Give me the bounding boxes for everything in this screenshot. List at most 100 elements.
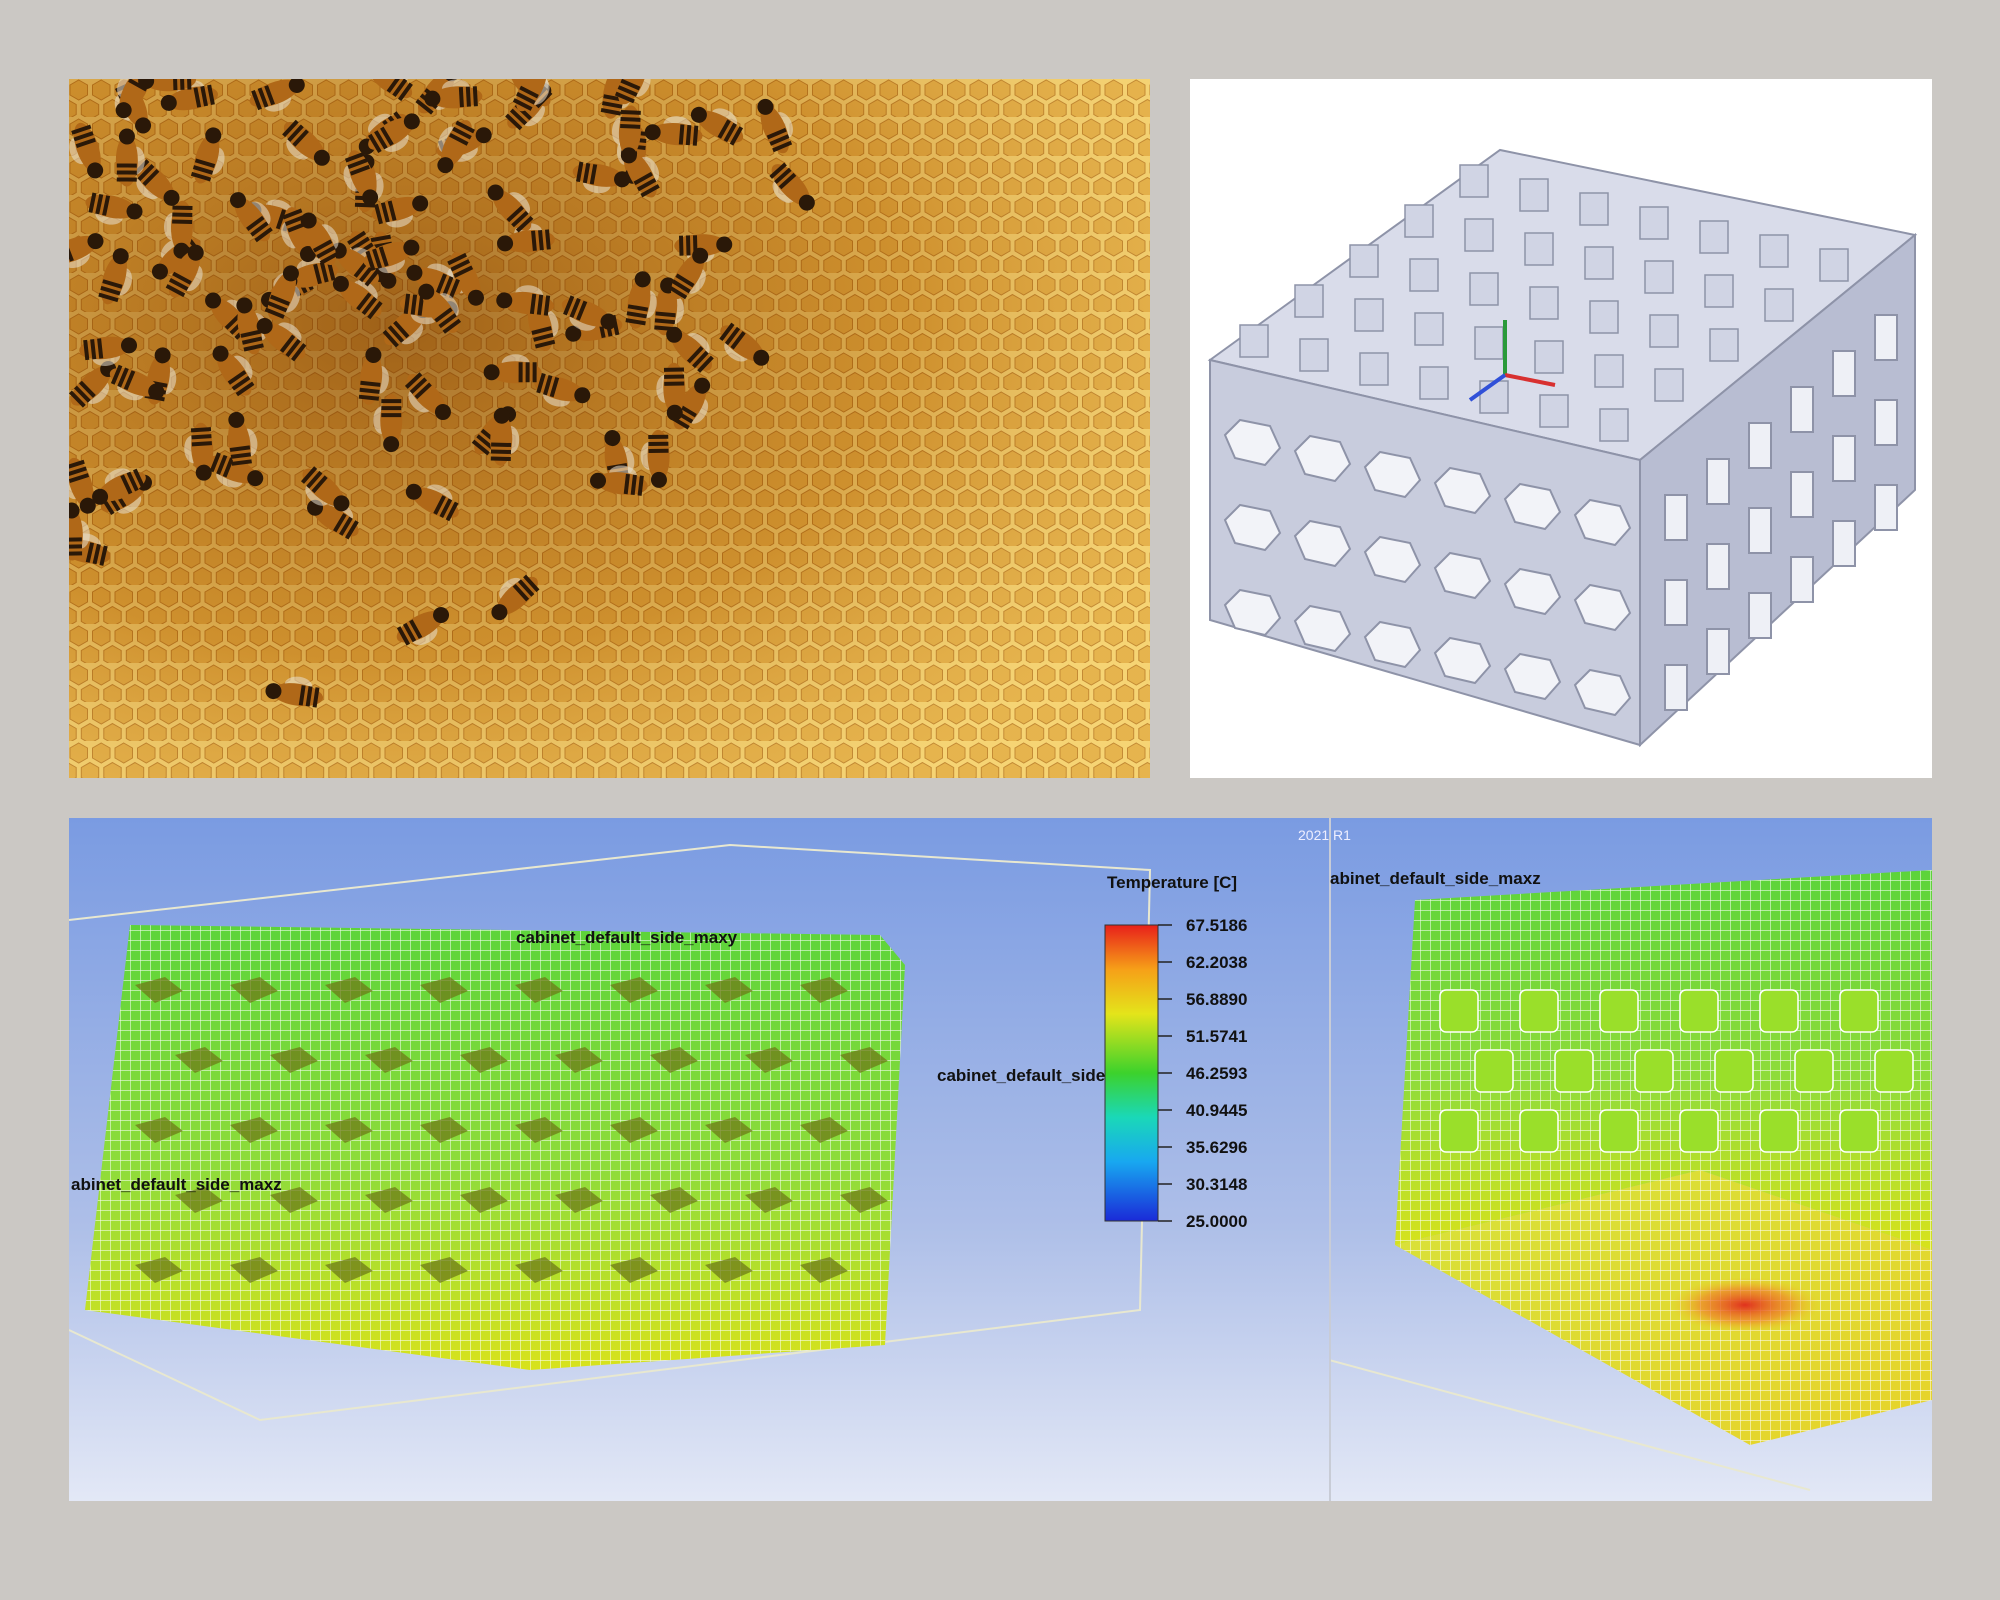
bee-head [434,403,451,420]
cad-hole [1573,668,1632,717]
bee-stripe [490,449,512,454]
bee-stripe [364,268,381,287]
bee-stripe [326,260,336,281]
bee-stripe [387,200,397,221]
bee-stripe [517,579,535,597]
bee-stripe [69,544,83,549]
bee-head [493,407,510,424]
bee [491,574,540,621]
bee-head [92,488,109,505]
bee-stripe [110,364,123,385]
bee [654,277,685,336]
cad-hole [1293,434,1352,483]
bee-stripe [290,343,307,362]
bee-head [282,265,299,282]
bee [332,275,383,320]
bee-stripe [172,219,193,225]
cad-post [1294,284,1324,318]
bee-body [411,487,459,519]
bee-stripe [284,215,305,227]
bee-stripe [393,320,410,339]
bee-stripe [476,434,495,450]
bee-stripe [433,495,446,515]
cad-hole [1706,628,1730,675]
bee-head [247,470,264,487]
bee-stripe [339,516,353,536]
bee-stripe [285,338,301,358]
bee-stripe [257,87,269,108]
bee-body [696,110,744,143]
cad-hole [1363,450,1422,499]
bee-head [265,683,282,700]
bee [256,317,307,362]
bee-stripe [774,167,792,185]
bee-stripe [439,498,453,519]
cad-hole [1790,556,1814,603]
cad-cells [1223,164,1898,717]
cad-post [1599,408,1629,442]
bee-stripe [92,543,101,565]
bee-stripe [404,372,423,389]
bee-stripe [655,311,676,318]
bee-stripe [601,101,623,109]
cad-post [1579,192,1609,226]
bee-stripe [664,381,685,386]
bee-stripe [668,285,688,300]
legend: Temperature [C] 67.5186 62.2038 56.8890 51.… [1104,873,1247,1231]
bee-stripe [465,86,471,107]
bee-stripe [603,94,624,102]
bee-stripe [392,79,408,98]
cad-post [1534,340,1564,374]
cad-hole [1503,567,1562,616]
bee-stripe [505,113,523,131]
annotation: cabinet_default_side_maxy [516,928,738,947]
bee-stripe [766,127,787,140]
bee-stripe [172,79,178,91]
legend-label: 35.6296 [1186,1138,1247,1157]
bee-head [115,102,132,119]
mesh-hole [1439,989,1479,1033]
bee [184,422,214,481]
bee-stripe [772,140,793,153]
bee-stripe [724,326,741,346]
bee-stripe [235,381,255,397]
bee-stripe [447,252,467,266]
bee-stripe [194,158,216,168]
legend-label: 62.2038 [1186,953,1247,972]
mesh-hole [555,1047,603,1073]
bee-stripe [333,513,347,533]
bee-body [69,235,98,264]
cad-post [1644,260,1674,294]
bee-stripe [117,367,129,388]
mesh-hole [135,1117,183,1143]
bee-stripe [448,278,460,299]
bee-stripe [275,209,286,230]
bee-stripe [675,273,695,288]
bee-head [359,56,381,78]
mesh-hole [650,1187,698,1213]
cad-post [1239,324,1269,358]
bee-head [313,149,330,166]
bee-head [163,189,180,206]
bee-head [403,239,420,256]
bee [769,162,815,211]
bee-stripe [536,373,546,394]
bee-stripe [264,85,275,106]
bee-stripe [525,362,530,383]
cad-post [1354,298,1384,332]
bee-head [126,203,143,220]
bee-head [690,106,707,123]
mesh-hole [745,1047,793,1073]
bee [625,271,657,329]
bee-stripe [532,362,537,383]
mesh-hole [325,1257,373,1283]
bee [371,195,429,228]
cad-post [1819,248,1849,282]
bee-head [483,364,500,381]
cad-post [1349,244,1379,278]
mesh-hole [705,1257,753,1283]
bee-stripe [625,318,646,326]
mesh-hole [515,977,563,1003]
bee [165,244,204,298]
bee-stripe [490,456,511,461]
